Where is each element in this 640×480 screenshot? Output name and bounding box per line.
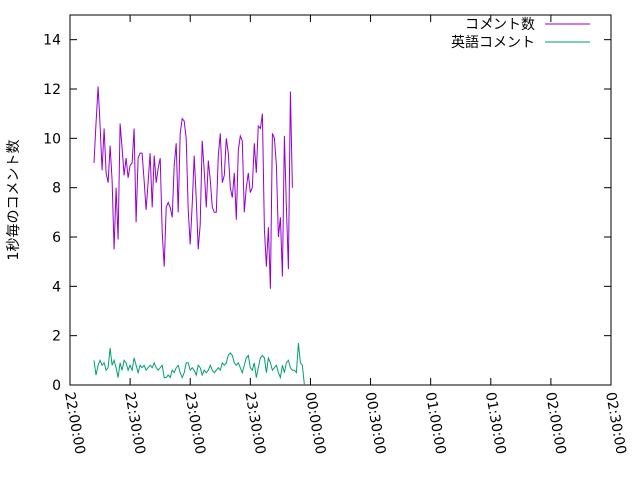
legend-label: 英語コメント [451,34,535,51]
y-tick-label: 6 [52,230,61,246]
plot-area-border [69,14,612,386]
legend-label: コメント数 [465,17,535,33]
x-tick-label: 23:30:00 [241,391,268,456]
y-axis: 0 2 4 6 8 10 12 14 [43,33,611,394]
series-lines [93,86,305,386]
series-line-1 [93,86,293,289]
x-tick-label: 22:00:00 [61,391,88,456]
x-tick-label: 01:00:00 [422,391,449,456]
plot-frame [69,14,612,386]
y-tick-label: 4 [52,279,61,295]
x-tick-label: 02:30:00 [602,391,629,456]
y-axis-label: 1秒毎のコメント数 [6,140,22,261]
x-tick-label: 23:00:00 [181,391,208,456]
y-tick-label: 0 [52,378,61,394]
y-tick-label: 10 [43,131,61,147]
y-tick-label: 8 [52,181,61,197]
x-tick-label: 02:00:00 [542,391,569,456]
y-tick-label: 14 [43,33,61,49]
x-axis: 22:00:00 22:30:00 23:00:00 23:30:00 00:00:00… [61,15,629,456]
series-line-2 [93,343,305,386]
x-tick-label: 00:30:00 [362,391,389,456]
y-tick-label: 12 [43,82,61,98]
x-tick-label: 22:30:00 [121,391,148,456]
x-tick-label: 00:00:00 [302,391,329,456]
x-tick-label: 01:30:00 [482,391,509,456]
y-tick-label: 2 [52,329,61,345]
